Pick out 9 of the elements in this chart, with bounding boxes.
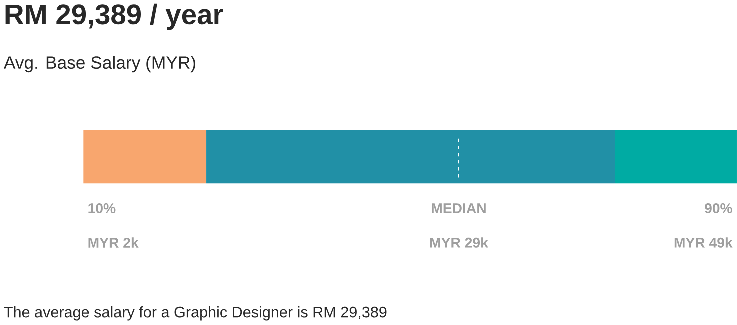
category-label: MEDIAN (432, 204, 486, 214)
text: The average salary for a Graphic Designer is RM 29,389 (4, 306, 387, 321)
data-label: MYR 29k (430, 238, 488, 248)
category-label: 90% (705, 204, 732, 214)
text: RM 29,389 / year (6, 4, 224, 30)
category-label: 10% (88, 204, 116, 214)
data-label: MYR 49k (674, 238, 733, 248)
text: Avg. Base Salary (MYR) (4, 56, 196, 73)
data-label: MYR 2k (88, 238, 139, 248)
